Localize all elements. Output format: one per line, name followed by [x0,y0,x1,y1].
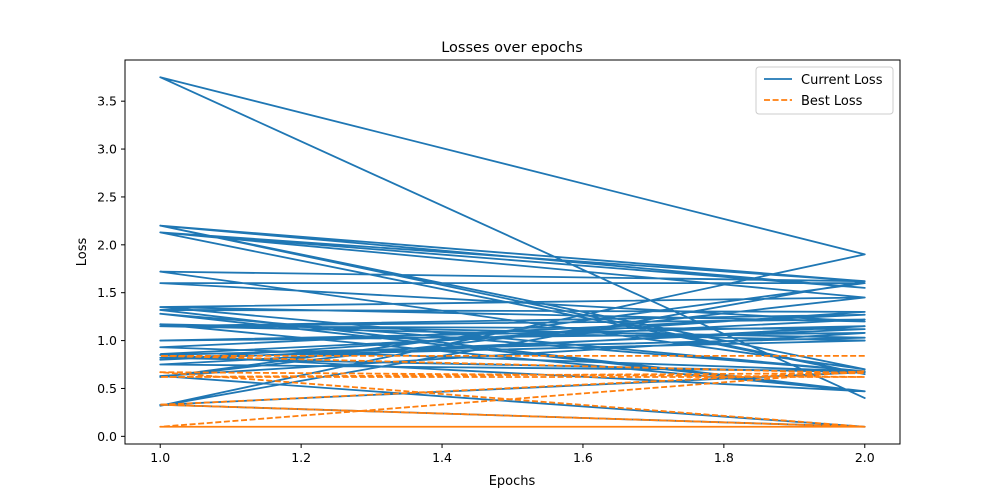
y-tick-label: 1.0 [97,333,117,348]
y-tick-label: 3.0 [97,142,117,157]
y-tick-label: 0.0 [97,429,117,444]
y-tick-label: 2.0 [97,237,117,252]
chart-title: Losses over epochs [441,40,583,56]
x-tick-label: 2.0 [855,450,875,465]
series-line-best-loss [159,354,866,428]
plot-area-frame [124,59,901,445]
y-axis-label: Loss [75,238,90,267]
y-tick-label: 0.5 [97,381,117,396]
y-tick-label: 3.5 [97,94,117,109]
legend-label-best-loss: Best Loss [801,94,863,109]
y-tick-label: 2.5 [97,189,117,204]
y-tick-label: 1.5 [97,285,117,300]
x-tick-label: 1.2 [291,450,311,465]
x-axis-label: Epochs [489,474,536,489]
x-tick-label: 1.8 [714,450,734,465]
x-tick-label: 1.6 [573,450,593,465]
x-tick-label: 1.0 [150,450,170,465]
x-tick-label: 1.4 [432,450,452,465]
legend-label-current-loss: Current Loss [801,73,883,88]
legend: Current Loss Best Loss [755,66,894,115]
